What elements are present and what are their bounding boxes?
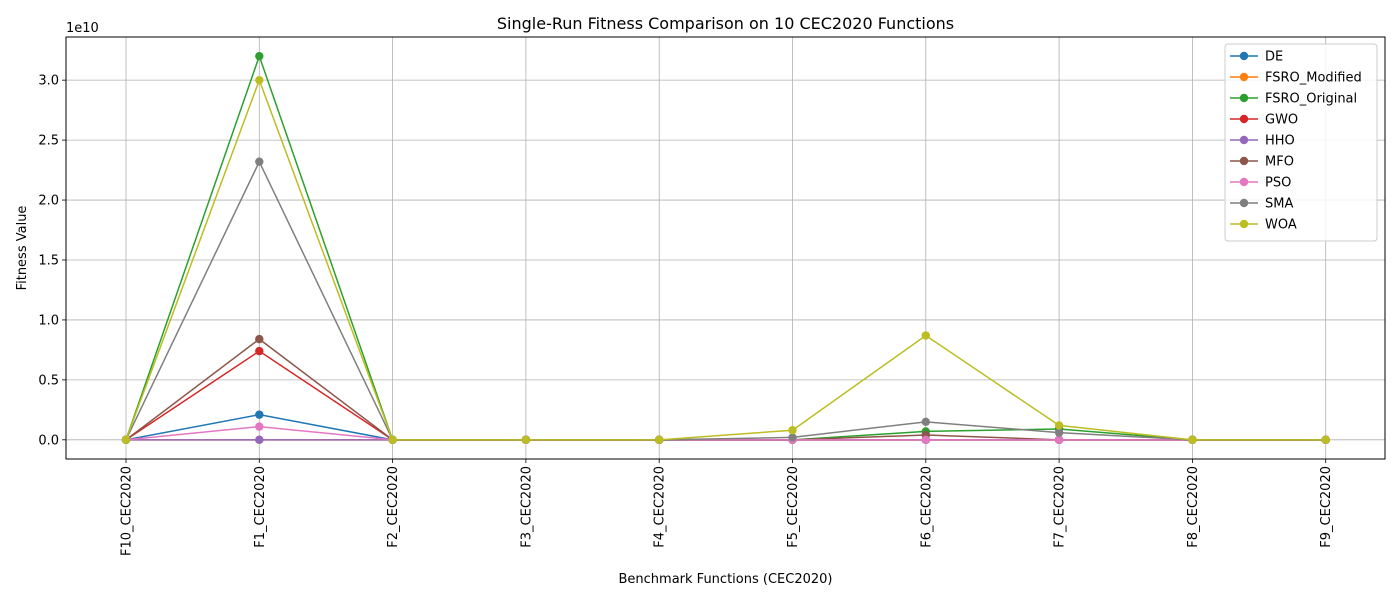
legend-item: WOA <box>1230 218 1297 233</box>
x-tick-label: F8_CEC2020 <box>1186 466 1201 548</box>
x-tick-label: F1_CEC2020 <box>253 466 268 548</box>
legend-label: SMA <box>1265 197 1293 212</box>
legend-item: HHO <box>1230 134 1295 149</box>
y-axis: 0.0 0.5 1.0 1.5 2.0 2.5 3.0 <box>38 74 66 448</box>
plot-frame <box>65 36 1386 460</box>
data-point <box>1054 421 1064 430</box>
grid <box>66 37 1385 459</box>
series-woa <box>121 75 1330 445</box>
legend: DE FSRO_Modified FSRO_Original GWO HHO MFO PSO… <box>1224 43 1378 242</box>
legend-marker <box>1239 135 1249 145</box>
data-point <box>1321 435 1330 445</box>
legend-label: PSO <box>1265 176 1291 191</box>
legend-label: GWO <box>1265 113 1298 128</box>
data-point <box>788 426 797 435</box>
legend-item: FSRO_Modified <box>1230 71 1362 86</box>
legend-marker <box>1239 93 1249 103</box>
legend-marker <box>1239 114 1249 124</box>
legend-marker <box>1239 198 1249 208</box>
x-tick-label: F7_CEC2020 <box>1053 466 1068 548</box>
y-tick-label: 0.5 <box>38 373 59 388</box>
x-tick-label: F9_CEC2020 <box>1319 466 1334 548</box>
legend-marker <box>1239 177 1249 187</box>
chart-title: Single-Run Fitness Comparison on 10 CEC2… <box>497 14 954 33</box>
series-line <box>125 159 1326 441</box>
data-point <box>255 435 264 445</box>
data-point <box>255 422 264 431</box>
legend-item: SMA <box>1230 197 1293 212</box>
series-line <box>125 425 1326 441</box>
legend-item: DE <box>1230 50 1283 65</box>
series-lines <box>121 51 1330 445</box>
x-tick-label: F2_CEC2020 <box>386 466 401 548</box>
x-axis: F10_CEC2020 F1_CEC2020 F2_CEC2020 F3_CEC202… <box>120 459 1334 556</box>
legend-label: WOA <box>1265 218 1297 233</box>
legend-label: FSRO_Modified <box>1265 71 1362 86</box>
y-tick-label: 2.5 <box>38 134 59 149</box>
legend-label: DE <box>1265 50 1283 65</box>
legend-label: FSRO_Original <box>1265 92 1357 107</box>
y-tick-label: 1.5 <box>38 253 59 268</box>
data-point <box>121 435 131 445</box>
x-axis-title: Benchmark Functions (CEC2020) <box>619 572 833 587</box>
y-tick-label: 0.0 <box>38 433 59 448</box>
data-point <box>255 334 264 344</box>
legend-marker <box>1239 51 1249 61</box>
x-tick-label: F6_CEC2020 <box>919 466 934 548</box>
y-tick-label: 3.0 <box>38 74 59 89</box>
data-point <box>255 75 264 85</box>
data-point <box>255 51 264 61</box>
legend-item: PSO <box>1230 176 1291 191</box>
x-tick-label: F4_CEC2020 <box>653 466 668 548</box>
data-point <box>1054 428 1064 437</box>
data-point <box>388 435 397 445</box>
y-tick-label: 1.0 <box>38 313 59 328</box>
legend-label: MFO <box>1265 155 1294 170</box>
data-point <box>255 346 264 356</box>
x-tick-label: F10_CEC2020 <box>120 466 135 556</box>
data-point <box>788 433 797 442</box>
series-line <box>125 78 1326 441</box>
legend-item: FSRO_Original <box>1230 92 1357 107</box>
y-tick-label: 2.0 <box>38 194 59 209</box>
x-tick-label: F3_CEC2020 <box>519 466 534 548</box>
data-point <box>521 435 531 445</box>
legend-marker <box>1239 72 1249 82</box>
x-tick-label: F5_CEC2020 <box>786 466 801 548</box>
data-point <box>255 410 264 419</box>
data-point <box>921 331 930 340</box>
data-point <box>921 417 930 427</box>
data-point <box>1188 435 1197 445</box>
data-point <box>255 157 264 166</box>
legend-marker <box>1239 156 1249 166</box>
data-point <box>655 435 664 445</box>
legend-item: GWO <box>1230 113 1298 128</box>
y-offset-label: 1e10 <box>66 21 99 36</box>
data-point <box>1054 435 1064 445</box>
legend-label: HHO <box>1265 134 1295 149</box>
legend-marker <box>1239 219 1249 229</box>
legend-box <box>1224 43 1378 242</box>
y-axis-title: Fitness Value <box>15 206 30 291</box>
legend-item: MFO <box>1230 155 1294 170</box>
data-point <box>921 435 930 445</box>
